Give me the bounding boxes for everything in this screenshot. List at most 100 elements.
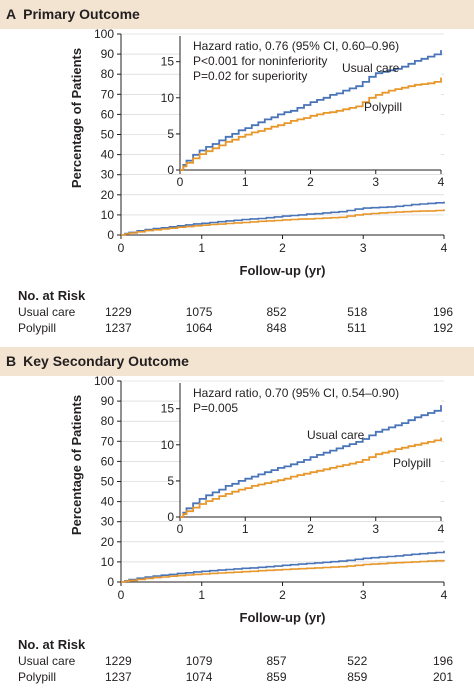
chart0-inset-annotation-0: Hazard ratio, 0.76 (95% CI, 0.60–0.96) xyxy=(193,39,399,53)
panel-a-risk-heading: No. at Risk xyxy=(18,288,86,303)
chart0-ytick-label-9: 90 xyxy=(101,47,115,61)
panel-b-risk-cell-0-2: 857 xyxy=(266,654,287,668)
chart1-series-label-0: Usual care xyxy=(307,428,365,442)
chart1-inset-series-0 xyxy=(180,405,442,518)
panel-b-risk-heading: No. at Risk xyxy=(18,637,86,652)
panel-b-title: B Key Secondary Outcome xyxy=(6,353,189,369)
chart1-xtick-label-4: 4 xyxy=(441,588,448,602)
panel-a-risk-cell-0-0: 1229 xyxy=(105,305,132,319)
panel-b-risk-cell-1-0: 1237 xyxy=(105,670,132,684)
panel-b-risk-row-label-1: Polypill xyxy=(18,670,57,684)
chart1-inset-xtick-label-1: 1 xyxy=(242,522,249,536)
chart0-inset-series-0 xyxy=(180,50,442,171)
panel-b-title-text: Key Secondary Outcome xyxy=(23,353,189,369)
chart0-inset-ytick-label-3: 15 xyxy=(161,55,175,69)
panel-b-letter: B xyxy=(6,353,17,369)
panel-b-risk-cell-1-4: 201 xyxy=(432,670,453,684)
chart1-ytick-label-0: 0 xyxy=(107,575,114,589)
panel-a-risk-cell-1-1: 1064 xyxy=(185,321,213,335)
chart0-inset-annotation-1: P<0.001 for noninferiority xyxy=(193,54,327,68)
chart1-inset-ytick-label-1: 5 xyxy=(167,474,174,488)
chart1-inset-series-1 xyxy=(180,437,442,518)
chart1-inset-xtick-label-3: 3 xyxy=(372,522,379,536)
panel-a-title-text: Primary Outcome xyxy=(23,6,140,22)
chart1-inset-annotation-1: P=0.005 xyxy=(193,401,238,415)
panel-a-risk-cell-1-4: 192 xyxy=(432,321,453,335)
chart1-ytick-label-2: 20 xyxy=(101,535,115,549)
chart1-ytick-label-6: 60 xyxy=(101,454,115,468)
panel-a-risk-cell-0-2: 852 xyxy=(266,305,287,319)
chart0-main-series-0 xyxy=(121,201,445,236)
chart0-main-series-1 xyxy=(121,209,445,236)
chart0-inset-xtick-label-4: 4 xyxy=(438,175,445,189)
chart0-inset-xtick-label-3: 3 xyxy=(372,175,379,189)
panel-a-risk-cell-0-1: 1075 xyxy=(185,305,213,319)
chart0-xtick-label-2: 2 xyxy=(279,241,286,255)
panel-a-risk-cell-1-2: 848 xyxy=(266,321,287,335)
chart0-ytick-label-8: 80 xyxy=(101,67,115,81)
chart0-inset-annotation-2: P=0.02 for superiority xyxy=(193,69,307,83)
chart1-xtick-label-0: 0 xyxy=(118,588,125,602)
chart1-ytick-label-8: 80 xyxy=(101,414,115,428)
chart0-inset-ytick-label-2: 10 xyxy=(161,91,175,105)
chart1-xtick-label-1: 1 xyxy=(198,588,205,602)
panel-b-risk-cell-0-4: 196 xyxy=(432,654,453,668)
chart0-xtick-label-1: 1 xyxy=(198,241,205,255)
chart1-main-series-0 xyxy=(121,550,445,583)
panel-b-header xyxy=(0,347,474,376)
chart0-xtick-label-3: 3 xyxy=(360,241,367,255)
panel-a-risk-cell-1-3: 511 xyxy=(347,321,367,335)
chart1-series-label-1: Polypill xyxy=(393,456,431,470)
chart1-main-series-1 xyxy=(121,559,445,583)
chart1-x-axis-label: Follow-up (yr) xyxy=(240,610,326,625)
chart0-ytick-label-0: 0 xyxy=(107,228,114,242)
chart1-ytick-label-9: 90 xyxy=(101,394,115,408)
panel-b-risk-cell-0-0: 1229 xyxy=(105,654,132,668)
panel-b-risk-cell-0-3: 522 xyxy=(347,654,368,668)
chart0-ytick-label-5: 50 xyxy=(101,128,115,142)
panel-b-risk-cell-1-3: 859 xyxy=(347,670,368,684)
panel-a-risk-cell-1-0: 1237 xyxy=(105,321,132,335)
chart1-inset-annotation-0: Hazard ratio, 0.70 (95% CI, 0.54–0.90) xyxy=(193,386,399,400)
panel-b-risk-cell-1-1: 1074 xyxy=(185,670,213,684)
chart1-ytick-label-7: 70 xyxy=(101,434,115,448)
panel-a-risk-row-label-0: Usual care xyxy=(18,305,76,319)
chart1-xtick-label-2: 2 xyxy=(279,588,286,602)
panel-a-header xyxy=(0,0,474,29)
chart1-inset-ytick-label-3: 15 xyxy=(161,402,175,416)
chart0-y-axis-label: Percentage of Patients xyxy=(69,48,84,188)
panel-a-risk-row-label-1: Polypill xyxy=(18,321,57,335)
chart0-ytick-label-10: 100 xyxy=(94,27,114,41)
chart1-ytick-label-10: 100 xyxy=(94,374,114,388)
chart1-ytick-label-1: 10 xyxy=(101,555,115,569)
chart0-series-label-0: Usual care xyxy=(342,61,400,75)
chart0-xtick-label-0: 0 xyxy=(118,241,125,255)
chart1-ytick-label-3: 30 xyxy=(101,515,115,529)
chart1-inset-xtick-label-4: 4 xyxy=(438,522,445,536)
chart0-inset-ytick-label-1: 5 xyxy=(167,127,174,141)
panel-a-title: A Primary Outcome xyxy=(6,6,140,22)
panel-a-risk-cell-0-3: 518 xyxy=(347,305,368,319)
chart1-inset-xtick-label-0: 0 xyxy=(177,522,184,536)
chart0-inset-xtick-label-1: 1 xyxy=(242,175,249,189)
chart0-series-label-1: Polypill xyxy=(364,100,402,114)
chart0-inset-xtick-label-2: 2 xyxy=(307,175,314,189)
chart1-y-axis-label: Percentage of Patients xyxy=(69,395,84,535)
chart0-inset-ytick-label-0: 0 xyxy=(167,163,174,177)
panel-b-risk-cell-0-1: 1079 xyxy=(185,654,213,668)
chart1-inset-ytick-label-2: 10 xyxy=(161,438,175,452)
chart0-ytick-label-7: 70 xyxy=(101,87,115,101)
panel-b-risk-row-label-0: Usual care xyxy=(18,654,76,668)
chart0-ytick-label-6: 60 xyxy=(101,107,115,121)
chart0-ytick-label-3: 30 xyxy=(101,168,115,182)
chart0-ytick-label-1: 10 xyxy=(101,208,115,222)
chart0-inset-series-1 xyxy=(180,77,442,171)
chart0-ytick-label-2: 20 xyxy=(101,188,115,202)
chart1-ytick-label-4: 40 xyxy=(101,495,115,509)
chart0-ytick-label-4: 40 xyxy=(101,148,115,162)
chart0-xtick-label-4: 4 xyxy=(441,241,448,255)
chart0-x-axis-label: Follow-up (yr) xyxy=(240,263,326,278)
